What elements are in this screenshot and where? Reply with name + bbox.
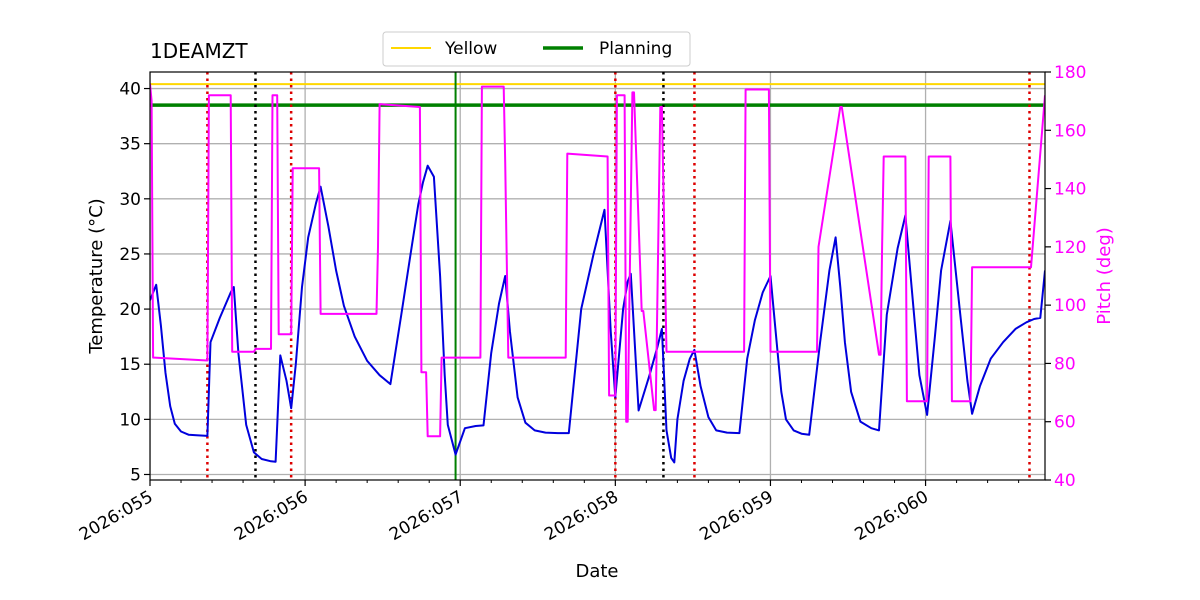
y-axis-label: Temperature (°C) (86, 198, 107, 354)
legend-box (382, 31, 691, 67)
y2-tick-label: 80 (1054, 354, 1076, 374)
y-tick-label: 35 (119, 135, 141, 155)
chart-title: 1DEAMZT (150, 39, 248, 63)
legend: Yellow Planning (382, 31, 691, 67)
plot-area (150, 72, 1045, 480)
x-axis-label: Date (575, 561, 618, 582)
axes-frame (149, 71, 1046, 481)
y-tick-label: 15 (119, 355, 141, 375)
y2-tick-label: 160 (1054, 121, 1086, 141)
y2-tick-label: 120 (1054, 238, 1086, 258)
plot-clip-group (150, 72, 1045, 480)
y2-tick-label: 40 (1054, 471, 1076, 491)
y-tick-label: 30 (119, 190, 141, 210)
y-tick-label: 25 (119, 245, 141, 265)
legend-label: Yellow (444, 39, 497, 59)
y2-tick-label: 100 (1054, 296, 1086, 316)
y-tick-label: 20 (119, 300, 141, 320)
temperature-series-line (150, 164, 1045, 464)
legend-label: Planning (599, 39, 672, 59)
y-tick-label: 40 (119, 80, 141, 100)
y2-tick-label: 140 (1054, 180, 1086, 200)
y-tick-label: 5 (130, 465, 141, 485)
y2-tick-label: 180 (1054, 63, 1086, 83)
y-tick-label: 10 (119, 410, 141, 430)
y2-tick-label: 60 (1054, 413, 1076, 433)
y2-axis-label: Pitch (deg) (1094, 227, 1115, 325)
pitch-series-line (150, 83, 1045, 438)
